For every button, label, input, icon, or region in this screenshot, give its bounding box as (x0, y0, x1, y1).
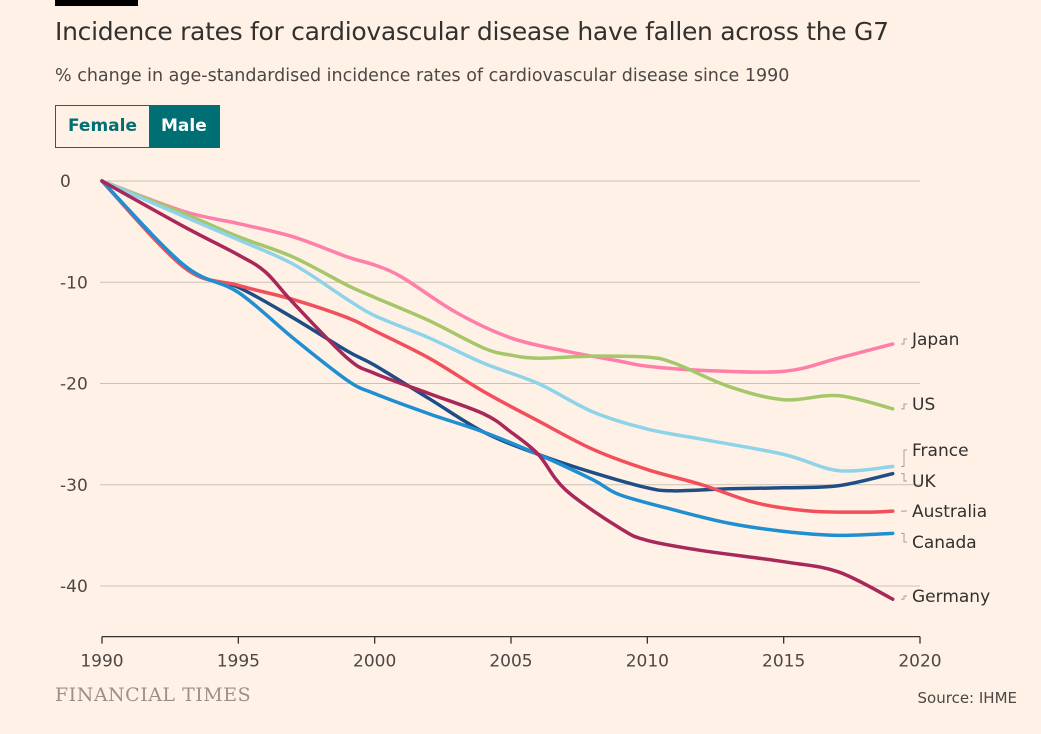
ft-logo: FINANCIAL TIMES (55, 684, 252, 706)
label-leader (901, 532, 907, 543)
x-tick-label: 2005 (489, 652, 532, 672)
series-label-germany: Germany (912, 587, 990, 607)
x-tick-label: 2010 (626, 652, 669, 672)
series-label-canada: Canada (912, 533, 977, 553)
chart-title: Incidence rates for cardiovascular disea… (55, 17, 889, 46)
series-label-australia: Australia (912, 502, 987, 522)
x-tick-label: 2015 (762, 652, 805, 672)
sex-toggle[interactable]: Female Male (55, 105, 220, 148)
x-tick-label: 1995 (217, 652, 260, 672)
y-tick-label: -20 (60, 375, 88, 395)
label-leader (901, 473, 907, 482)
x-tick-label: 2000 (353, 652, 396, 672)
series-label-japan: Japan (911, 330, 959, 350)
series-line-france (100, 179, 895, 473)
series-line-australia (100, 179, 895, 514)
series-label-france: France (912, 441, 969, 461)
y-tick-label: 0 (60, 172, 71, 192)
label-leader (901, 595, 907, 600)
series-line-japan (100, 179, 895, 374)
x-tick-label: 2020 (898, 652, 941, 672)
x-tick-label: 1990 (80, 652, 123, 672)
toggle-female[interactable]: Female (56, 106, 149, 147)
series-line-canada (100, 179, 895, 538)
chart-subtitle: % change in age-standardised incidence r… (55, 66, 790, 86)
toggle-male[interactable]: Male (149, 106, 219, 147)
y-tick-label: -40 (60, 577, 88, 597)
label-leader (901, 338, 907, 345)
y-tick-label: -10 (60, 273, 88, 293)
series-line-germany (100, 179, 895, 601)
ft-top-bar (55, 0, 138, 6)
label-leader (901, 403, 907, 410)
series-line-us (100, 179, 895, 411)
label-leader (901, 449, 907, 468)
source-note: Source: IHME (917, 689, 1017, 707)
y-tick-label: -30 (60, 476, 88, 496)
series-label-uk: UK (912, 472, 936, 492)
series-label-us: US (912, 395, 935, 415)
